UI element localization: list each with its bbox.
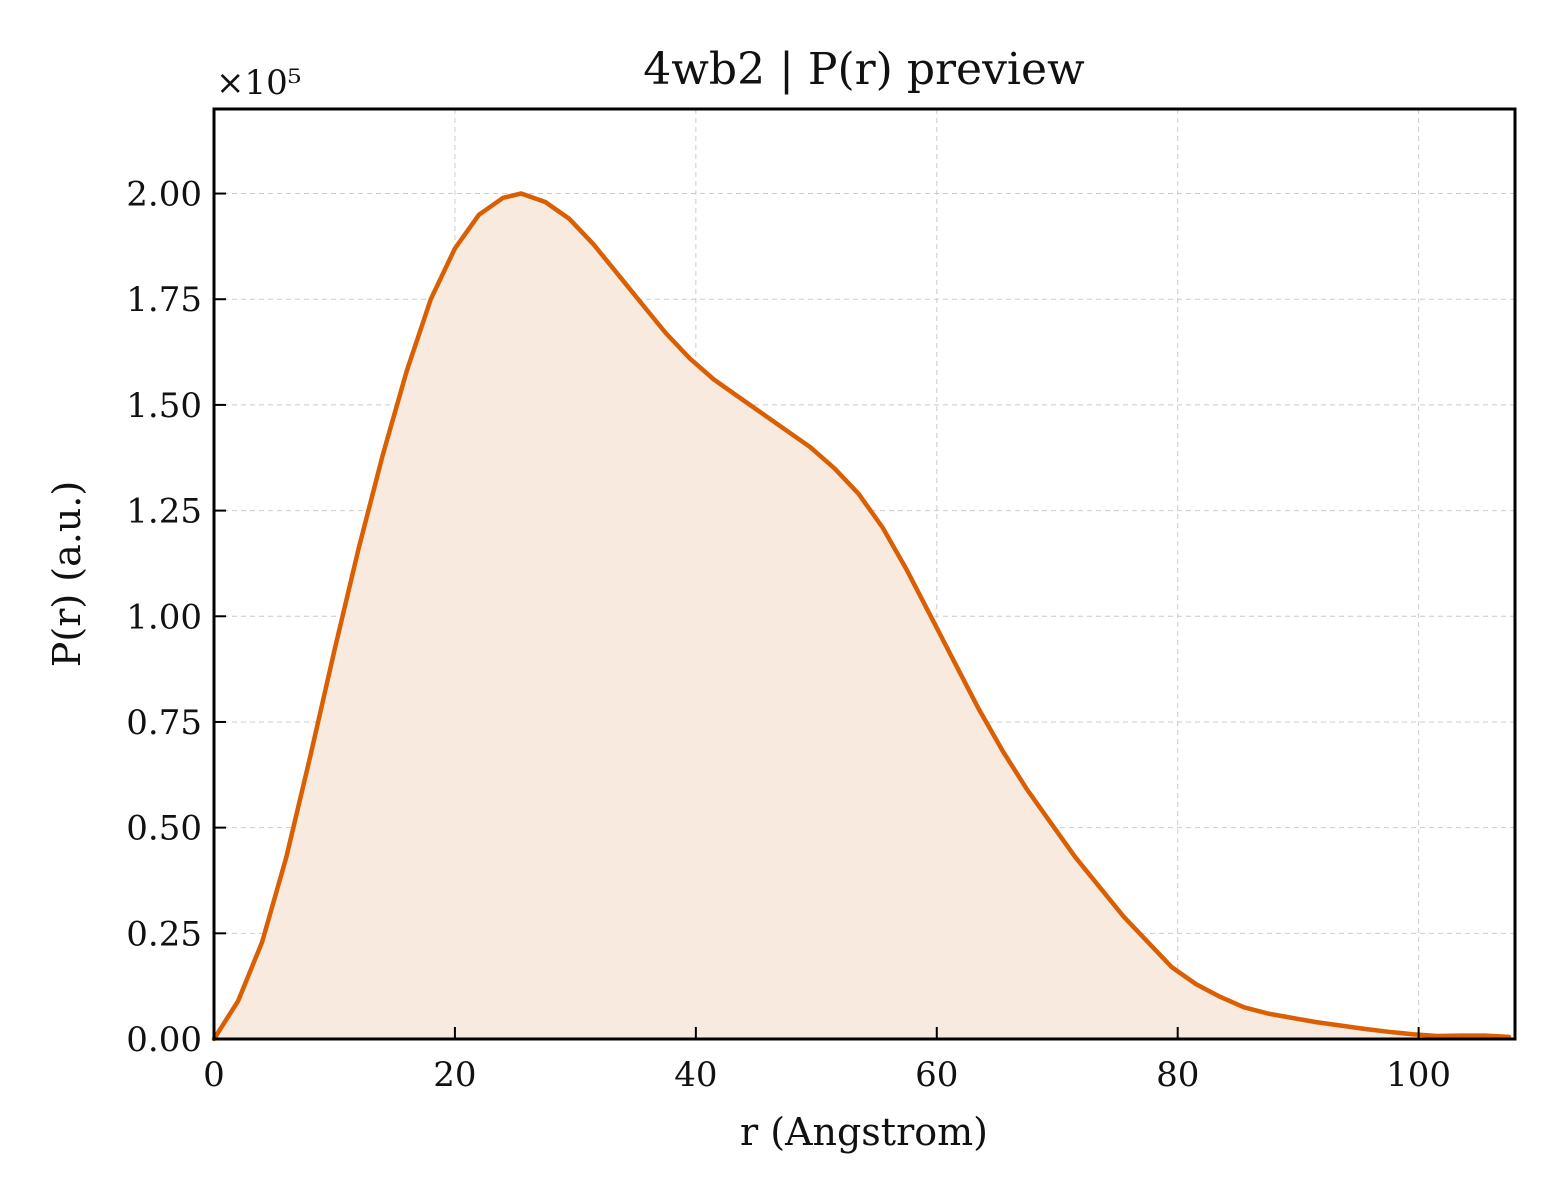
y-tick-label: 2.00 (126, 175, 202, 215)
series-line (211, 191, 1512, 1042)
x-tick-label: 0 (203, 1055, 225, 1095)
y-multiplier-label: ×10⁵ (216, 63, 301, 103)
x-axis-label: r (Angstrom) (740, 1110, 988, 1154)
y-tick-label: 1.25 (126, 492, 202, 532)
x-tick-label: 20 (433, 1055, 476, 1095)
y-tick-label: 1.75 (126, 280, 202, 320)
x-tick-label: 80 (1156, 1055, 1199, 1095)
y-tick-label: 0.25 (126, 914, 202, 954)
x-tick-label: 40 (674, 1055, 717, 1095)
axis-ticks: 0 20 40 60 80 100 0.00 0.25 0.50 0.75 1.00 1.25 1.50… (126, 175, 1451, 1095)
x-tick-label: 60 (915, 1055, 958, 1095)
y-tick-label: 0.00 (126, 1020, 202, 1060)
y-axis-label: P(r) (a.u.) (45, 481, 89, 667)
chart-title: 4wb2 | P(r) preview (643, 44, 1085, 95)
y-tick-label: 1.00 (126, 597, 202, 637)
y-tick-label: 1.50 (126, 386, 202, 426)
y-tick-label: 0.50 (126, 809, 202, 849)
plot-frame (212, 107, 1517, 1041)
area-fill (214, 193, 1509, 1039)
x-tick-label: 100 (1386, 1055, 1451, 1095)
y-tick-label: 0.75 (126, 703, 202, 743)
